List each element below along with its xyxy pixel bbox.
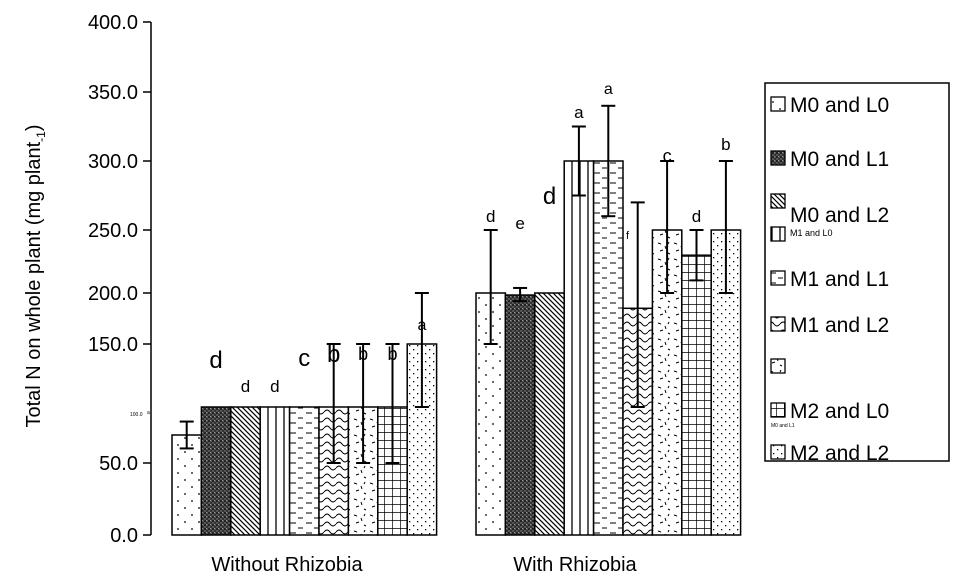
significance-label: a [417,317,426,334]
significance-label: d [270,377,279,396]
tiny-annotation-left-2: a [147,410,150,416]
significance-label: b [358,344,368,364]
legend-box [764,82,950,462]
significance-label: d [209,347,222,374]
significance-label: a [604,81,613,98]
significance-label: c [663,146,672,166]
y-tick-label: 50.0 [99,453,138,475]
y-tick-label: 200.0 [88,283,138,305]
bar [563,160,595,536]
y-axis-title-sub: -1 [34,131,48,142]
legend-label: M0 and L0 [790,94,889,117]
bar [534,292,565,536]
legend-swatch [770,226,786,242]
significance-label: b [721,135,730,154]
bar [259,406,291,536]
category-label: Without Rhizobia [211,554,363,576]
significance-label: d [543,183,556,210]
stray-annotation: f [626,230,630,242]
y-tick-label: 350.0 [88,82,138,104]
y-tick-label: 150.0 [88,334,138,356]
category-label: With Rhizobia [513,554,637,576]
legend-label: M0 and L1 [790,148,889,171]
legend-swatch [770,150,786,166]
legend-label: M1 and L0 [790,228,833,238]
bar [651,229,683,536]
significance-label: e [515,214,524,233]
y-tick-label: 300.0 [88,151,138,173]
y-tick-label: 0.0 [110,525,138,547]
y-axis-title-main: Total N on whole plant (mg plant [23,141,45,427]
legend-label: M2 and L0 [790,400,889,423]
legend-swatch [770,96,786,112]
y-axis-title-close: ) [23,124,45,131]
category-labels: Without Rhizobia With Rhizobia [211,554,637,576]
legend-swatch [770,270,786,286]
significance-label: b [387,344,397,364]
y-axis-title: Total N on whole plant (mg plant-1) [23,124,48,427]
legend-label: M1 and L1 [790,268,889,291]
legend-label: M2 and L2 [790,442,889,465]
significance-label: d [486,207,495,226]
legend-swatch [770,444,786,460]
bar [200,406,232,536]
significance-label: a [574,103,584,122]
bar [230,406,261,536]
significance-label: d [692,207,701,226]
significance-label: b [327,341,340,368]
y-tick-label: 400.0 [88,12,138,34]
significance-label: d [241,377,250,396]
significance-label: c [298,345,310,372]
legend-swatch [770,193,786,209]
tiny-annotation-left: 100.0 [130,412,143,418]
y-ticks: 0.0 50.0 150.0 200.0 250.0 300.0 350.0 400.0 [88,12,151,547]
bar [171,434,203,536]
legend-swatch [770,316,786,332]
legend-tiny-label: M0 and L1 [771,423,795,429]
bar [288,406,320,536]
y-tick-label: 250.0 [88,220,138,242]
legend-label: M0 and L2 [790,204,889,227]
legend-swatch [770,402,786,418]
legend-label: M1 and L2 [790,314,889,337]
bar [681,254,712,536]
legend-swatch [770,358,786,374]
bar [504,294,536,536]
